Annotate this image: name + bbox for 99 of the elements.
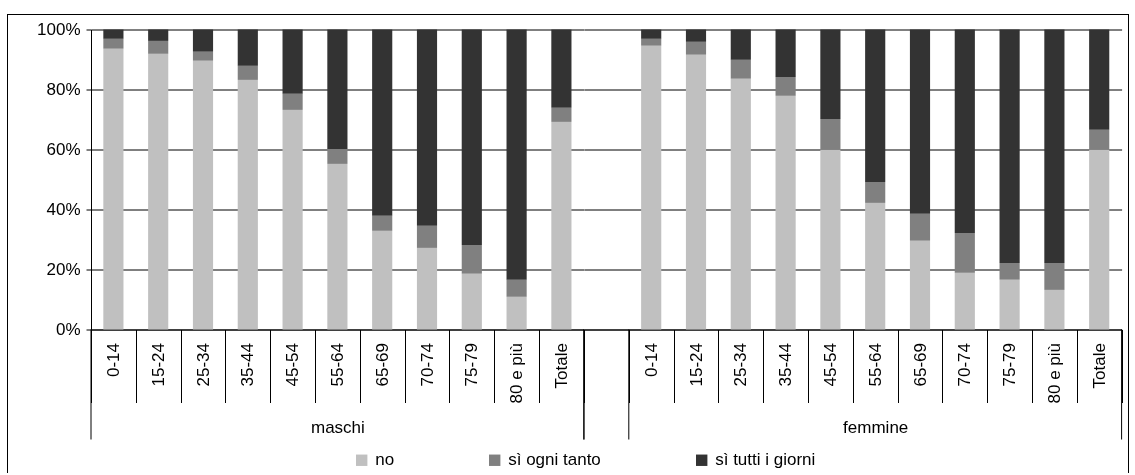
bar: [461, 244, 482, 274]
y-tick-label: 0%: [55, 320, 81, 339]
x-tick-label: 70-74: [955, 343, 975, 387]
bar: [954, 272, 975, 330]
bar: [237, 79, 258, 330]
bar: [551, 121, 572, 330]
x-tick-label: 65-69: [910, 343, 930, 387]
x-tick-label: Totale: [551, 343, 571, 389]
bar: [641, 38, 662, 46]
legend-label: sì ogni tanto: [508, 450, 601, 470]
bar: [506, 279, 527, 297]
x-tick-label: 0-14: [103, 343, 123, 378]
legend-label: sì tutti i giorni: [715, 450, 816, 470]
x-tick-label: 80 e più: [507, 343, 527, 404]
bar: [641, 29, 662, 39]
bar: [148, 53, 169, 330]
bar: [865, 29, 886, 182]
bar: [1089, 29, 1110, 130]
bar: [954, 232, 975, 273]
bar: [148, 29, 169, 41]
x-tick-label: 55-64: [865, 343, 885, 387]
bar: [237, 29, 258, 66]
bar: [416, 225, 438, 248]
bar: [551, 107, 572, 122]
bar: [865, 181, 886, 203]
x-tick-label: 70-74: [417, 343, 437, 387]
bar: [820, 149, 841, 330]
bar: [192, 60, 214, 330]
bar: [148, 40, 169, 54]
x-tick-label: 75-79: [1000, 343, 1020, 387]
x-tick-label: 35-44: [238, 343, 258, 387]
bar: [416, 29, 438, 226]
x-tick-label: 35-44: [776, 343, 796, 387]
bar: [909, 29, 931, 214]
bar: [372, 29, 393, 216]
y-tick-label: 80%: [46, 80, 81, 99]
bar: [820, 118, 841, 150]
bar: [372, 215, 393, 231]
bar: [730, 59, 751, 79]
x-tick-label: 25-34: [731, 343, 751, 387]
x-axis-title: femmine: [843, 418, 909, 437]
bar: [192, 51, 214, 61]
y-tick-label: 20%: [46, 260, 81, 279]
bar: [865, 202, 886, 330]
bar: [282, 109, 303, 330]
x-tick-label: 0-14: [641, 343, 661, 378]
x-tick-label: 75-79: [462, 343, 482, 387]
y-tick-label: 60%: [46, 140, 81, 159]
bar: [999, 262, 1020, 280]
x-tick-label: 15-24: [686, 343, 706, 387]
bar: [103, 29, 124, 39]
bar: [685, 54, 707, 330]
bar: [1044, 29, 1065, 263]
bar: [820, 29, 841, 119]
bar: [685, 41, 707, 55]
x-tick-label: 55-64: [327, 343, 347, 387]
bar: [327, 163, 348, 330]
bar: [775, 95, 796, 330]
bar: [909, 213, 931, 241]
bar: [999, 29, 1020, 263]
bar: [730, 29, 751, 60]
bar: [192, 29, 214, 52]
bar: [641, 45, 662, 330]
y-tick-label: 40%: [46, 200, 81, 219]
bar: [730, 78, 751, 330]
x-tick-label: 25-34: [193, 343, 213, 387]
bar: [1044, 262, 1065, 290]
bar: [282, 29, 303, 94]
x-tick-label: 80 e più: [1044, 343, 1064, 404]
bar: [1089, 149, 1110, 330]
bar: [954, 29, 975, 233]
bar: [327, 29, 348, 149]
bar: [551, 29, 572, 108]
bar: [327, 148, 348, 164]
x-tick-label: Totale: [1089, 343, 1109, 389]
x-axis-title: maschi: [310, 418, 365, 437]
bar: [506, 296, 527, 330]
legend-label: no: [375, 450, 395, 470]
bar: [775, 29, 796, 77]
bar: [506, 29, 527, 280]
bar: [237, 65, 258, 80]
bar: [909, 240, 931, 330]
bar: [1089, 129, 1110, 150]
x-tick-label: 45-54: [820, 343, 840, 387]
bar: [999, 279, 1020, 330]
bar: [685, 29, 707, 42]
bar: [775, 76, 796, 96]
bar: [103, 38, 124, 49]
bar: [1044, 289, 1065, 330]
x-tick-label: 15-24: [148, 343, 168, 387]
x-tick-label: 45-54: [283, 343, 303, 387]
bar: [416, 247, 438, 330]
y-tick-label: 100%: [37, 20, 81, 39]
bar: [372, 230, 393, 330]
bar: [103, 48, 124, 330]
bar: [282, 93, 303, 110]
x-tick-label: 65-69: [372, 343, 392, 387]
bar: [461, 29, 482, 245]
bar: [461, 273, 482, 330]
